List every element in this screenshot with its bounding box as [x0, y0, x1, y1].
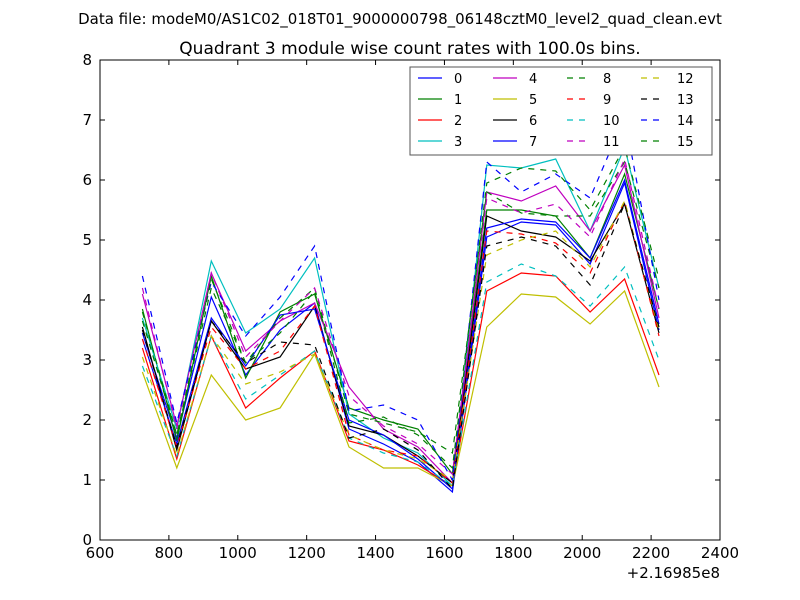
legend-label-6: 6	[529, 114, 537, 129]
y-tick-label: 1	[82, 471, 92, 489]
series-line-2	[141, 272, 660, 487]
series-line-1	[141, 172, 660, 476]
y-tick-label: 2	[82, 411, 92, 429]
legend-box	[409, 66, 713, 156]
legend-label-11: 11	[603, 135, 620, 150]
x-tick-label: 1800	[494, 544, 532, 562]
legend-label-3: 3	[454, 135, 462, 150]
legend-label-7: 7	[529, 135, 537, 150]
y-tick-label: 5	[82, 231, 92, 249]
series-line-14	[141, 114, 660, 482]
legend-label-9: 9	[603, 93, 611, 108]
series-line-9	[141, 199, 660, 485]
x-tick-label: 600	[86, 544, 115, 562]
legend-label-8: 8	[603, 72, 611, 87]
x-tick-label: 800	[155, 544, 184, 562]
x-tick-label: 2000	[563, 544, 601, 562]
y-tick-label: 3	[82, 351, 92, 369]
legend-label-2: 2	[454, 114, 462, 129]
y-tick-label: 8	[82, 51, 92, 69]
y-tick-label: 6	[82, 171, 92, 189]
legend-label-13: 13	[677, 93, 694, 108]
legend-label-15: 15	[677, 135, 694, 150]
series-line-15	[141, 145, 660, 470]
series-line-11	[141, 157, 660, 476]
series-line-13	[141, 202, 660, 491]
series-line-4	[141, 163, 660, 485]
x-offset-label: +2.16985e8	[627, 564, 720, 582]
series-line-10	[141, 263, 660, 488]
x-tick-label: 1000	[219, 544, 257, 562]
legend-label-14: 14	[677, 114, 694, 129]
x-tick-label: 2400	[701, 544, 739, 562]
y-tick-label: 4	[82, 291, 92, 309]
y-tick-label: 0	[82, 531, 92, 549]
series-line-6	[141, 202, 660, 485]
y-tick-label: 7	[82, 111, 92, 129]
legend-label-0: 0	[454, 72, 462, 87]
chart-title: Quadrant 3 module wise count rates with …	[179, 39, 640, 59]
series-line-12	[141, 199, 660, 481]
legend-label-12: 12	[677, 72, 694, 87]
legend-label-10: 10	[603, 114, 620, 129]
legend-label-5: 5	[529, 93, 537, 108]
x-tick-label: 1600	[425, 544, 463, 562]
series-line-7	[141, 178, 660, 491]
legend-label-1: 1	[454, 93, 462, 108]
x-tick-label: 1400	[356, 544, 394, 562]
x-tick-label: 1200	[288, 544, 326, 562]
series-line-8	[141, 160, 660, 454]
x-tick-label: 2200	[632, 544, 670, 562]
series-line-5	[141, 289, 660, 487]
legend-label-4: 4	[529, 72, 537, 87]
chart-suptitle: Data file: modeM0/AS1C02_018T01_90000007…	[78, 10, 722, 29]
x-axis: 600 800 1000 1200 1400 1600 1800 2000 2200 2400	[86, 60, 739, 562]
